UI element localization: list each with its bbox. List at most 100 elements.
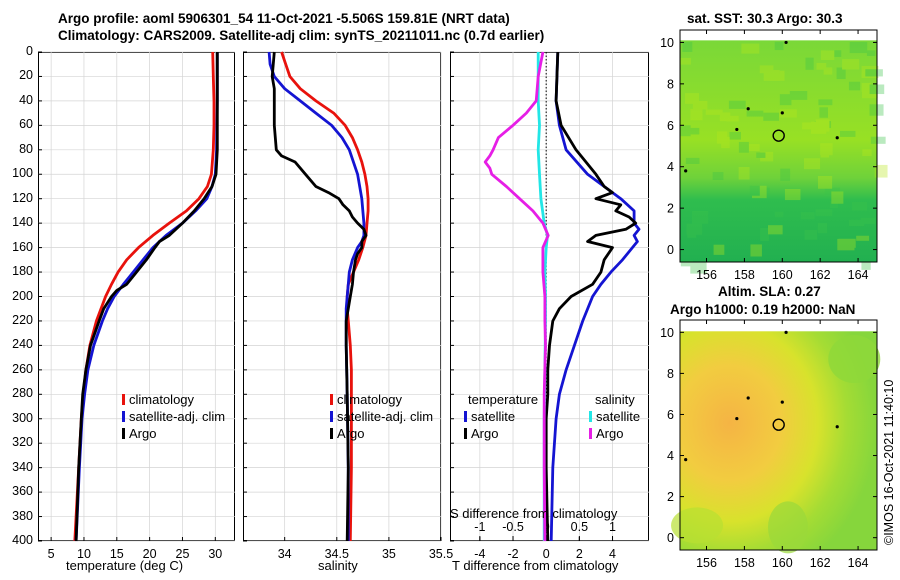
legend-swatch [122,411,125,422]
depth-tick-label: 380 [12,508,33,523]
sst-patch [849,219,865,227]
sst-patch [842,59,860,70]
sst-patch [745,144,760,152]
sst-patch [837,238,855,251]
sst-patch [690,261,707,274]
x-tick-label: 5 [48,547,55,561]
depth-tick-label: 220 [12,312,33,327]
sst-patch [862,89,878,99]
sst-patch [819,107,828,118]
depth-tick-label: 280 [12,386,33,401]
sst-patch [685,157,700,164]
legend-label: Argo [596,426,623,441]
island-marker [780,400,784,404]
sst-patch [763,112,779,121]
series-line-argo [270,51,368,542]
series-line-temperature-argo [544,51,638,542]
depth-tick-label: 160 [12,239,33,254]
map-frame [679,29,878,263]
legend-swatch [589,411,592,422]
x-tick-label: -2 [507,547,518,561]
depth-tick-label: 260 [12,361,33,376]
depth-tick-label: 180 [12,264,33,279]
sst-patch [779,94,792,106]
map-x-tick-label: 156 [696,556,717,570]
sst-patch [818,99,833,106]
map-x-tick-label: 156 [696,268,717,282]
sst-patch [820,50,835,61]
salinity-panel: 34 34.5 35 35.5 climatology satellite-adj. cl… [243,51,453,561]
sst-patch [802,122,819,130]
legend-swatch [464,411,467,422]
x-tick-label: 34 [278,547,292,561]
grid [38,51,235,542]
salinity-xlabel: salinity [318,558,358,573]
sst-patch [726,115,739,122]
sst-patch [861,261,871,270]
legend-label: Argo [129,426,156,441]
sst-field [680,40,877,262]
legend-label: satellite [471,409,515,424]
sst-patch [690,108,703,121]
depth-tick-label: 320 [12,435,33,450]
depth-tick-label: 300 [12,410,33,425]
sst-patch [870,136,886,144]
island-marker [835,136,839,140]
sst-patch [741,43,760,54]
grid [450,51,649,542]
sst-patch [681,127,700,135]
sst-patch [712,172,724,181]
sst-patch [815,119,830,132]
island-marker [684,458,688,462]
sst-patch [825,50,842,57]
map-y-tick-label: 8 [667,77,674,91]
sla-map: 156 158 160 162 164 0 2 4 6 8 10 [660,319,881,570]
sst-patch [861,83,871,93]
legend-label: climatology [129,392,195,407]
sla-map-title-2: Argo h1000: 0.19 h2000: NaN [670,302,856,317]
x2-tick-label: -1 [474,520,485,534]
series-line-salinity-argo [483,51,550,542]
x-tick-label: 35.5 [429,547,453,561]
series-line-temperature-satellite [549,51,641,542]
map-x-tick-label: 164 [848,556,869,570]
imos-timestamp: ©IMOS 16-Oct-2021 11:40:10 [882,379,896,545]
legend-label: climatology [337,392,403,407]
x-tick-label: 4 [609,547,616,561]
x2-tick-label: -0.5 [502,520,524,534]
map-frame [679,319,878,551]
map-x-tick-label: 160 [772,556,793,570]
sst-patch [816,62,827,70]
sst-patch [829,200,839,208]
sst-patch [784,189,801,201]
grid [243,51,442,542]
title-line-1: Argo profile: aoml 5906301_54 11-Oct-202… [58,11,510,26]
sst-patch [753,187,770,196]
sla-low-patch [767,501,808,554]
sst-patch [774,211,784,218]
profile-location-marker [772,129,785,142]
sst-patch [824,187,841,197]
sst-patch [680,260,693,267]
x-tick-label: 0 [543,547,550,561]
sst-patch [749,185,760,196]
sst-patch [815,209,833,217]
sst-patch [750,244,762,257]
sst-patch [738,167,750,180]
sst-map-title: sat. SST: 30.3 Argo: 30.3 [687,11,843,26]
island-marker [735,127,739,132]
sst-patch [719,112,731,122]
sst-patch [729,131,741,140]
legend-swatch [330,428,333,439]
sst-patch [763,69,780,81]
sst-patch [856,235,870,241]
map-x-tick-label: 158 [734,556,755,570]
x-tick-label: 34.5 [325,547,349,561]
x-tick-label: 35 [382,547,396,561]
map-y-tick-label: 8 [667,367,674,381]
sst-patch [760,151,774,162]
sst-patch [860,217,876,224]
sst-map: 156 158 160 162 164 0 2 4 6 8 10 [660,29,888,282]
depth-tick-label: 140 [12,215,33,230]
sst-patch [838,238,856,248]
